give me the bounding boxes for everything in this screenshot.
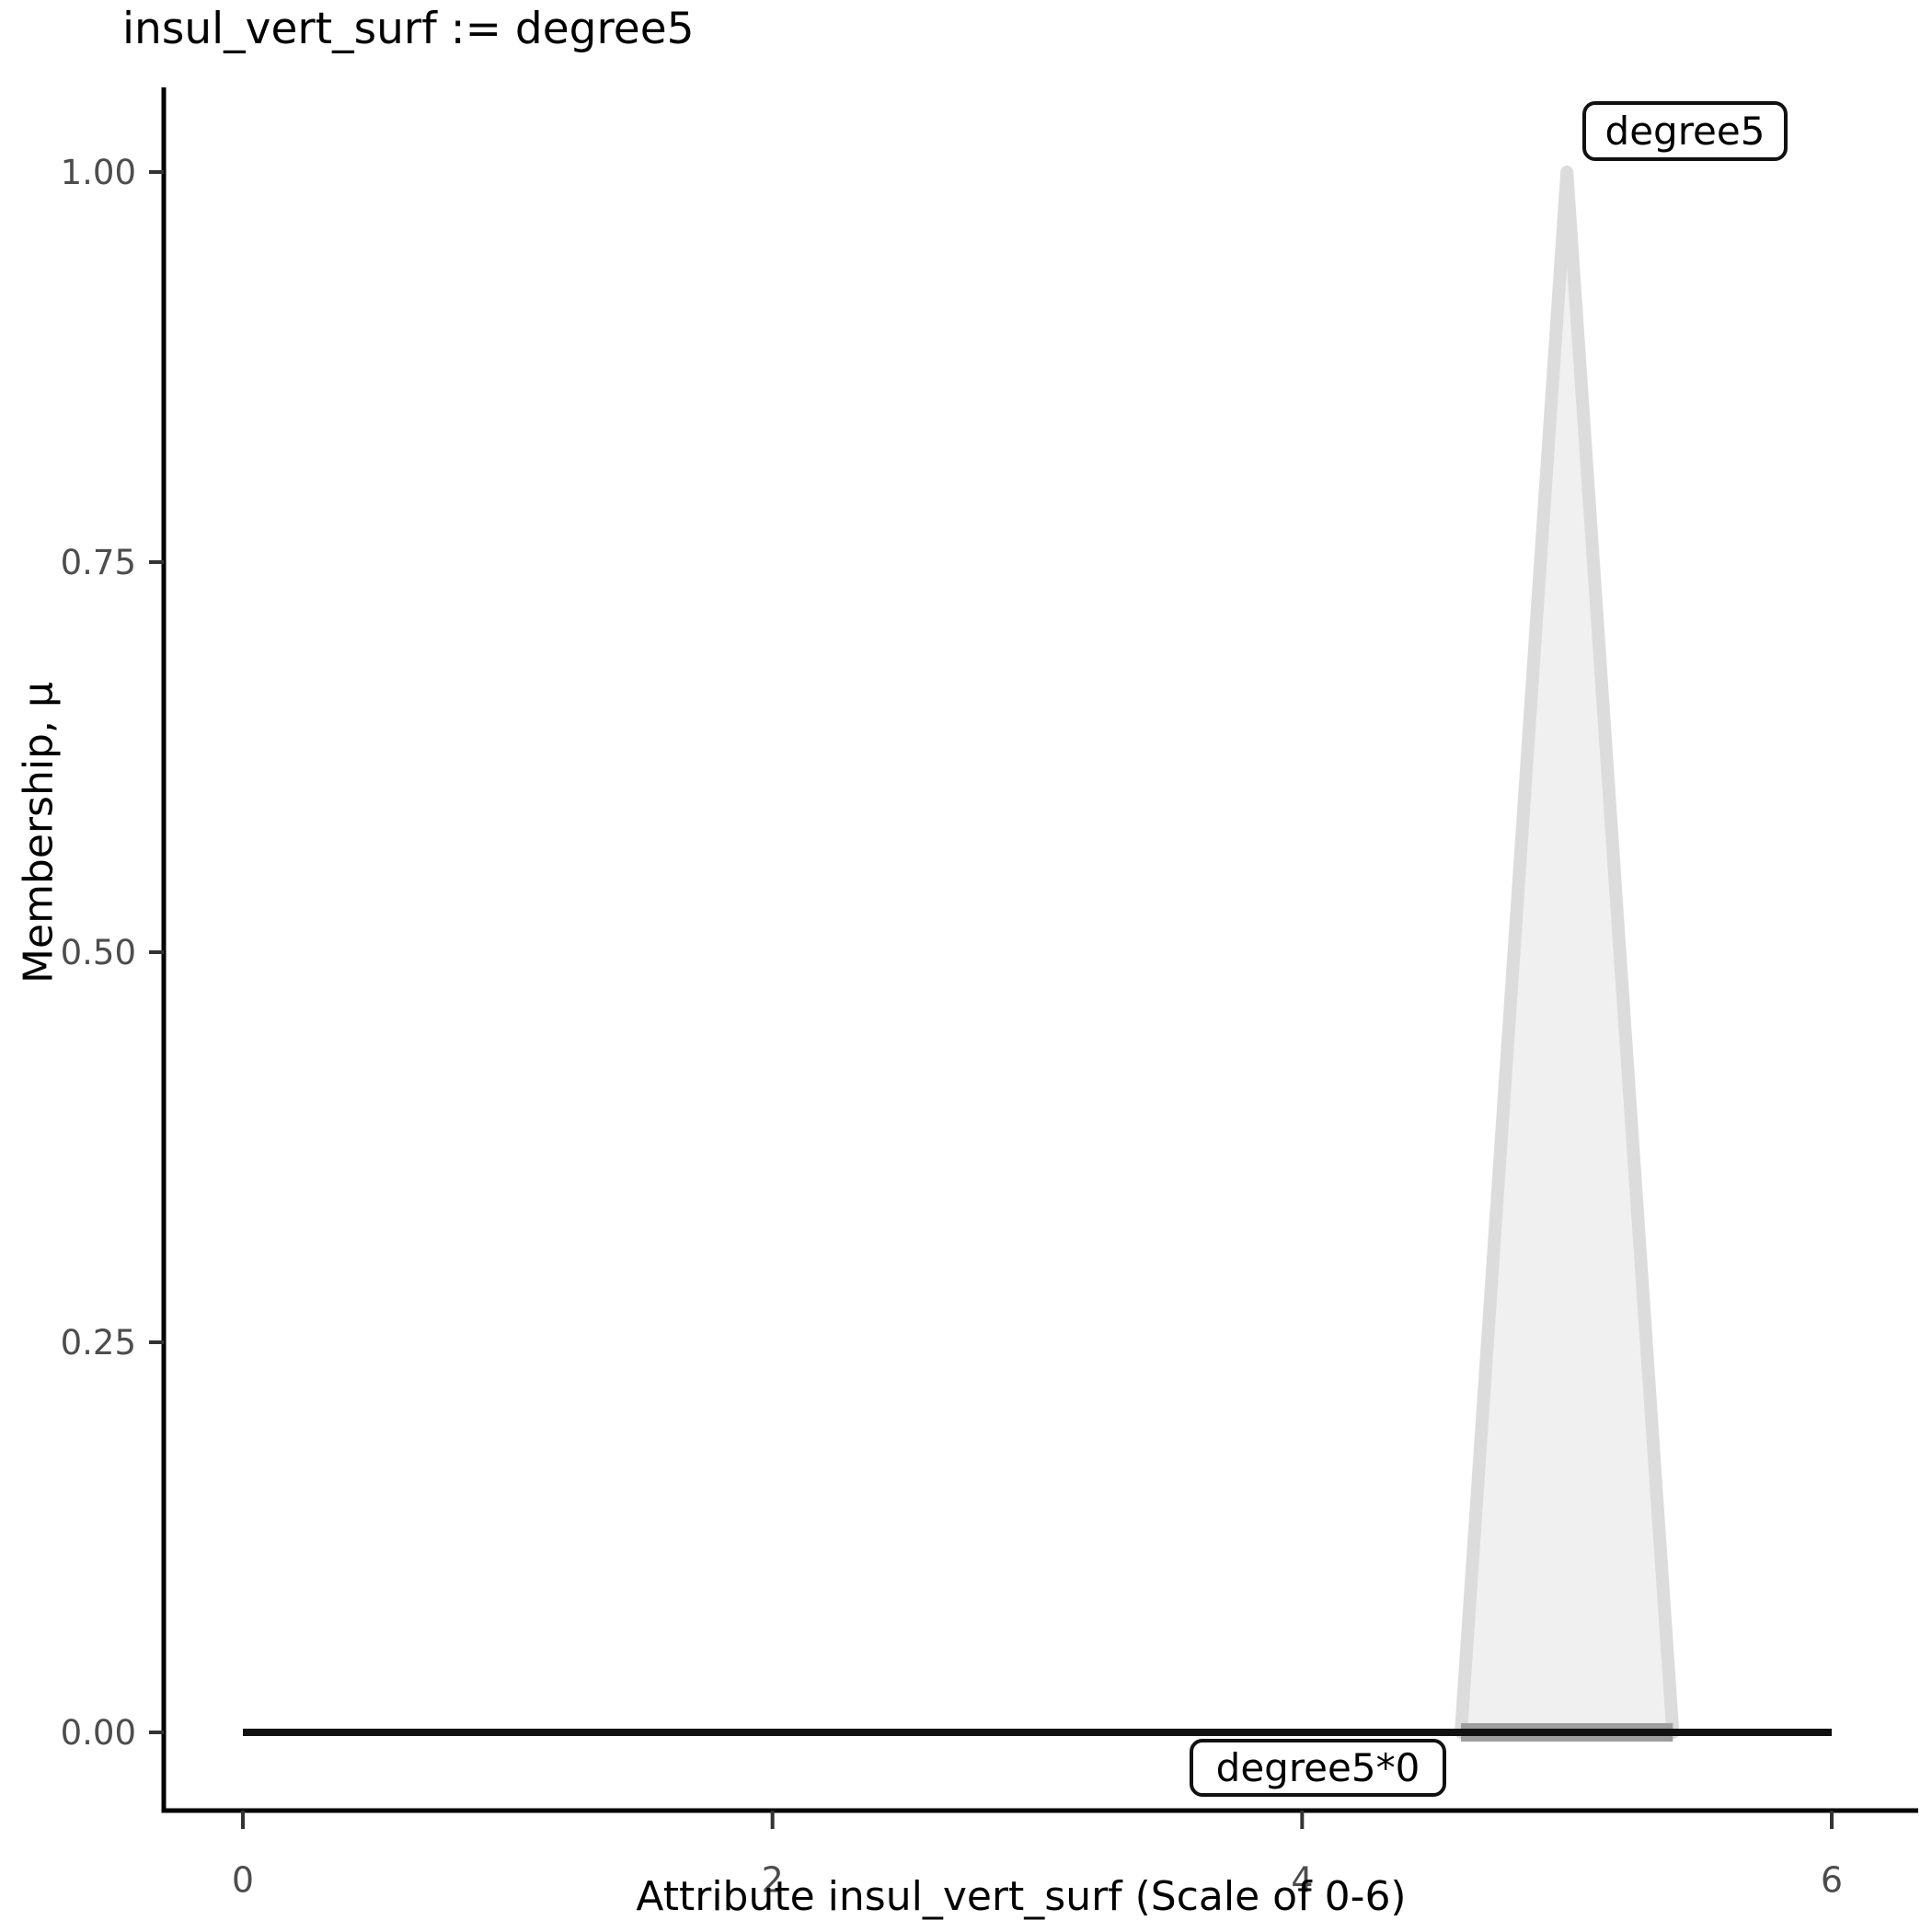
y-axis-title: Membership, μ (15, 682, 63, 983)
x-axis-title: Attribute insul_vert_surf (Scale of 0-6) (636, 1873, 1407, 1920)
y-tick-label: 0.75 (61, 543, 136, 582)
x-tick-label: 2 (762, 1859, 784, 1900)
y-tick-label: 0.25 (61, 1323, 136, 1363)
x-tick-label: 0 (232, 1859, 254, 1900)
chart-title: insul_vert_surf := degree5 (122, 4, 695, 54)
x-tick-label: 4 (1291, 1859, 1313, 1900)
degree5-times-zero-label-box: degree5*0 (1190, 1739, 1446, 1797)
y-tick-label: 0.50 (61, 933, 136, 972)
y-tick-label: 1.00 (61, 153, 136, 192)
x-tick-label: 6 (1821, 1859, 1843, 1900)
y-tick-label: 0.00 (61, 1713, 136, 1753)
degree5-label-box: degree5 (1582, 101, 1788, 161)
degree5-times-zero-label-text: degree5*0 (1215, 1745, 1420, 1790)
degree5-label-text: degree5 (1604, 109, 1765, 154)
membership-triangle-degree5 (1455, 166, 1680, 1739)
